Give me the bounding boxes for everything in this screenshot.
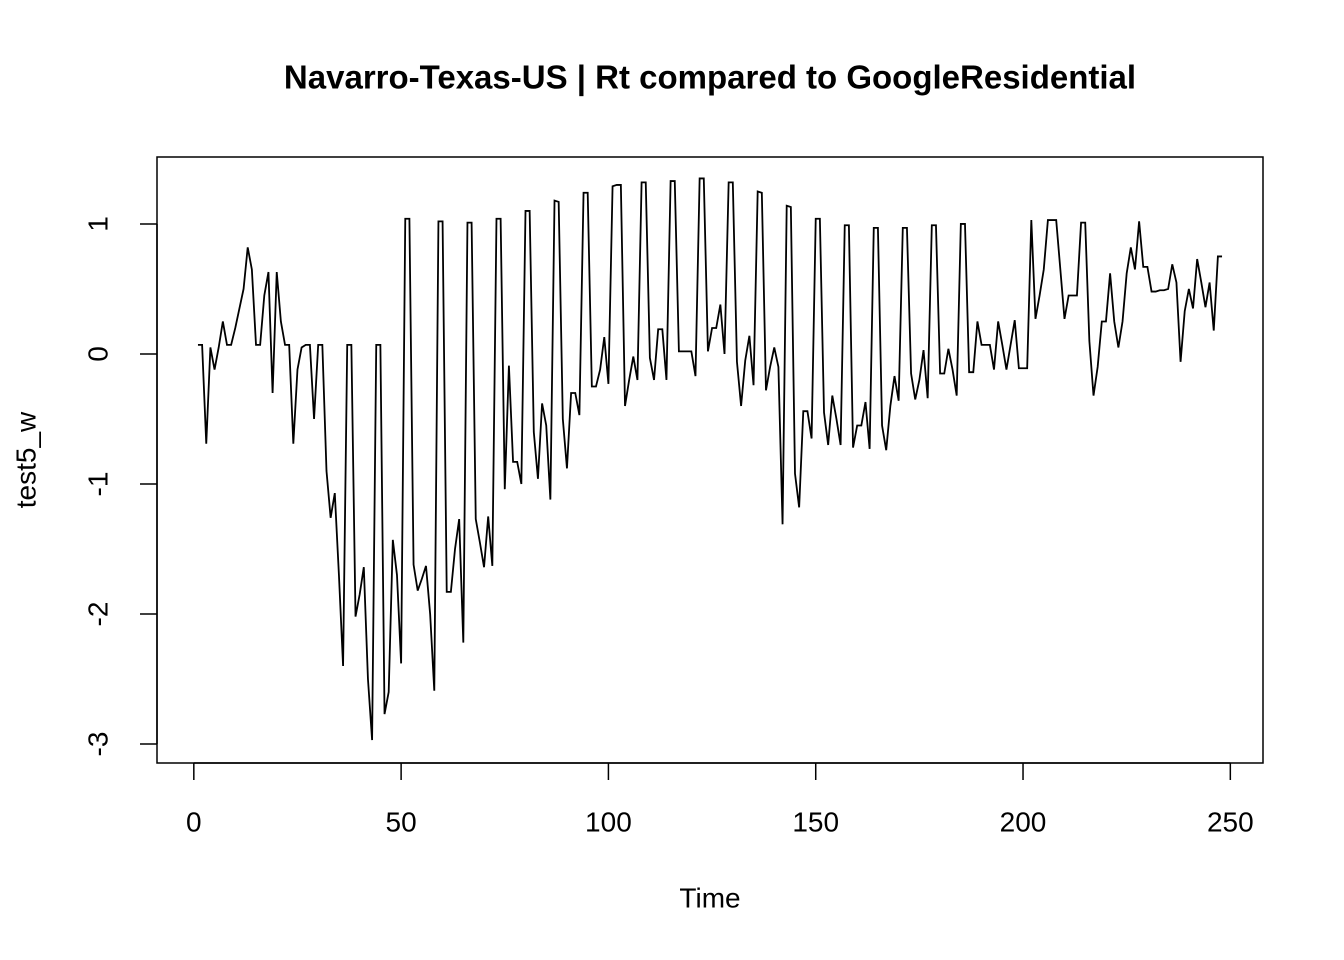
y-tick-label: -3 xyxy=(82,732,113,757)
x-tick-label: 100 xyxy=(585,806,632,837)
x-axis-label: Time xyxy=(679,882,740,913)
x-tick-label: 250 xyxy=(1207,806,1254,837)
x-tick-label: 50 xyxy=(386,806,417,837)
y-axis-label: test5_w xyxy=(10,411,41,508)
x-tick-label: 150 xyxy=(792,806,839,837)
y-tick-label: 1 xyxy=(82,216,113,232)
data-line xyxy=(197,177,1223,741)
plot-box xyxy=(156,156,1264,764)
chart-title: Navarro-Texas-US | Rt compared to Google… xyxy=(284,59,1136,96)
x-tick-label: 200 xyxy=(1000,806,1047,837)
y-tick-label: -1 xyxy=(82,472,113,497)
y-tick-label: -2 xyxy=(82,602,113,627)
y-tick-label: 0 xyxy=(82,346,113,362)
x-tick-label: 0 xyxy=(186,806,202,837)
